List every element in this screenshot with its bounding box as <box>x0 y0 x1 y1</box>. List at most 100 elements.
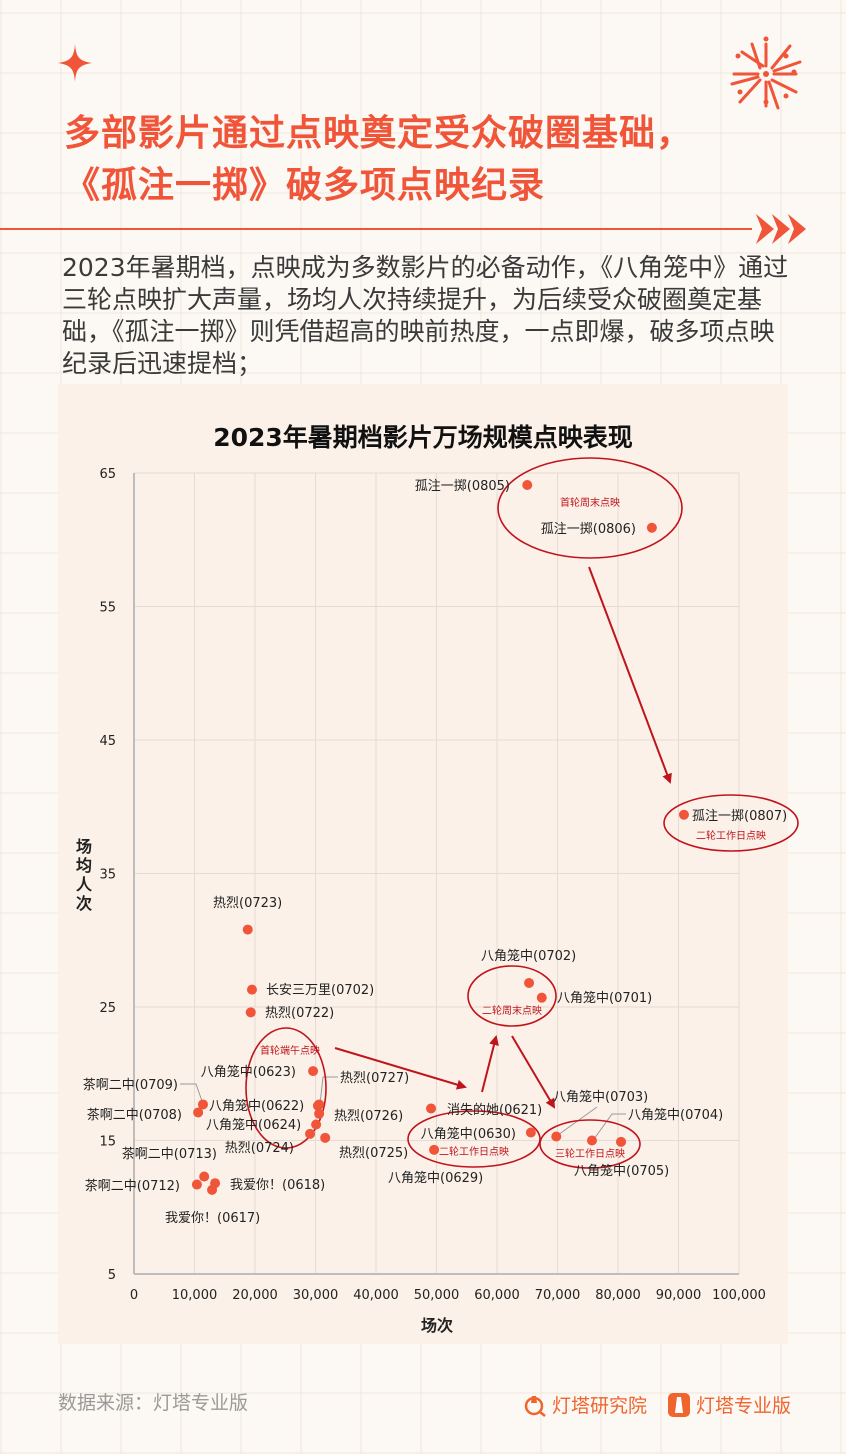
annotation-ellipse <box>407 1110 541 1168</box>
point-label: 八角笼中(0704) <box>628 1107 723 1123</box>
lighthouse-app-icon <box>668 1392 690 1417</box>
brand1-label: 灯塔研究院 <box>552 1395 648 1417</box>
data-point <box>586 1135 597 1146</box>
annotation-ellipse <box>497 457 683 559</box>
chart-axes: 5 15 25 35 45 55 65 0 10,000 20,000 30,000 40,000 50… <box>76 467 766 1335</box>
x-tick-label: 70,000 <box>535 1288 581 1303</box>
x-tick-label: 100,000 <box>712 1288 766 1303</box>
brand-research-institute: 灯塔研究院 <box>524 1391 647 1418</box>
point-label: 八角笼中(0623) <box>201 1064 296 1080</box>
data-point <box>305 1128 316 1139</box>
point-label: 热烈(0727) <box>340 1071 409 1086</box>
point-label: 孤注一掷(0806) <box>541 522 636 537</box>
x-tick-label: 30,000 <box>293 1288 339 1303</box>
x-tick-label: 80,000 <box>595 1288 641 1303</box>
x-tick-label: 10,000 <box>172 1288 218 1303</box>
brand2-label: 灯塔专业版 <box>696 1395 792 1417</box>
point-label: 茶啊二中(0709) <box>83 1077 178 1093</box>
y-tick-label: 5 <box>108 1268 116 1283</box>
annotation-ellipse <box>467 965 557 1027</box>
point-label: 茶啊二中(0708) <box>87 1107 182 1123</box>
point-label: 孤注一掷(0805) <box>415 479 510 494</box>
annotation-label: 二轮工作日点映 <box>696 829 766 842</box>
data-point <box>429 1144 440 1155</box>
annotation-label: 二轮周末点映 <box>482 1004 542 1017</box>
y-tick-label: 45 <box>99 734 116 749</box>
lighthouse-search-icon <box>524 1395 546 1417</box>
point-label: 八角笼中(0702) <box>481 948 576 964</box>
y-tick-label: 65 <box>99 467 116 482</box>
annotation-ellipse <box>663 794 799 852</box>
x-tick-label: 0 <box>130 1288 138 1303</box>
data-point <box>199 1171 210 1182</box>
data-point <box>536 992 547 1003</box>
point-label: 热烈(0722) <box>265 1006 334 1021</box>
page-title: 多部影片通过点映奠定受众破圈基础， 《孤注一掷》破多项点映纪录 <box>64 108 764 212</box>
data-point <box>320 1132 331 1143</box>
data-point <box>242 924 253 935</box>
title-line-1: 多部影片通过点映奠定受众破圈基础， <box>64 113 694 154</box>
data-point <box>524 977 535 988</box>
data-point <box>646 522 657 533</box>
data-point <box>308 1066 319 1077</box>
y-tick-label: 15 <box>99 1135 116 1150</box>
data-point <box>551 1131 562 1142</box>
point-label: 八角笼中(0705) <box>574 1163 669 1179</box>
point-label: 长安三万里(0702) <box>266 983 374 998</box>
point-label: 我爱你！(0617) <box>165 1211 260 1226</box>
y-axis-label: 场均人次 <box>76 837 93 913</box>
brand-pro-edition: 灯塔专业版 <box>668 1391 791 1418</box>
x-tick-label: 50,000 <box>414 1288 460 1303</box>
data-point <box>197 1099 208 1110</box>
point-label: 八角笼中(0703) <box>553 1089 648 1105</box>
point-label: 热烈(0724) <box>225 1141 294 1156</box>
annotation-label: 二轮工作日点映 <box>439 1145 509 1158</box>
annotation-ellipses <box>245 457 799 1169</box>
data-point <box>678 809 689 820</box>
annotation-ellipse <box>245 1027 327 1149</box>
point-label: 消失的她(0621) <box>447 1102 542 1118</box>
chart-panel <box>58 384 788 1344</box>
data-point <box>246 984 257 995</box>
point-label: 热烈(0725) <box>339 1146 408 1161</box>
point-label: 茶啊二中(0713) <box>122 1146 217 1162</box>
point-label: 八角笼中(0624) <box>206 1117 301 1133</box>
x-tick-label: 20,000 <box>232 1288 278 1303</box>
data-point <box>312 1100 323 1111</box>
point-label: 热烈(0723) <box>213 896 282 911</box>
data-source: 数据来源：灯塔专业版 <box>58 1392 249 1414</box>
sparkle-icon <box>58 44 92 82</box>
data-point <box>522 480 533 491</box>
data-point <box>207 1184 218 1195</box>
point-label: 茶啊二中(0712) <box>85 1178 180 1194</box>
point-label: 八角笼中(0701) <box>557 990 652 1006</box>
annotation-label: 首轮端午点映 <box>260 1044 320 1057</box>
point-label: 热烈(0726) <box>334 1109 403 1124</box>
annotation-arrows <box>334 566 672 1109</box>
data-point <box>193 1107 204 1118</box>
y-tick-label: 35 <box>99 868 116 883</box>
data-point <box>426 1103 437 1114</box>
x-tick-label: 60,000 <box>474 1288 520 1303</box>
annotation-ellipse <box>539 1119 641 1169</box>
chart-title: 2023年暑期档影片万场规模点映表现 <box>213 423 633 452</box>
x-tick-label: 40,000 <box>353 1288 399 1303</box>
title-line-2: 《孤注一掷》破多项点映纪录 <box>64 165 546 206</box>
firework-icon <box>730 36 802 110</box>
data-point <box>311 1119 322 1130</box>
data-point <box>245 1007 256 1018</box>
data-point <box>191 1179 202 1190</box>
point-label: 我爱你！(0618) <box>230 1178 325 1193</box>
y-tick-label: 55 <box>99 601 116 616</box>
triple-chevron-icon <box>756 214 806 244</box>
point-label: 八角笼中(0629) <box>388 1170 483 1186</box>
data-point <box>616 1136 627 1147</box>
data-points <box>191 480 689 1195</box>
annotation-label: 三轮工作日点映 <box>555 1147 625 1160</box>
data-point <box>525 1127 536 1138</box>
annotation-label: 首轮周末点映 <box>560 496 620 509</box>
point-label: 八角笼中(0622) <box>209 1098 304 1114</box>
description-text: 2023年暑期档，点映成为多数影片的必备动作，《八角笼中》通过三轮点映扩大声量，… <box>62 253 789 378</box>
